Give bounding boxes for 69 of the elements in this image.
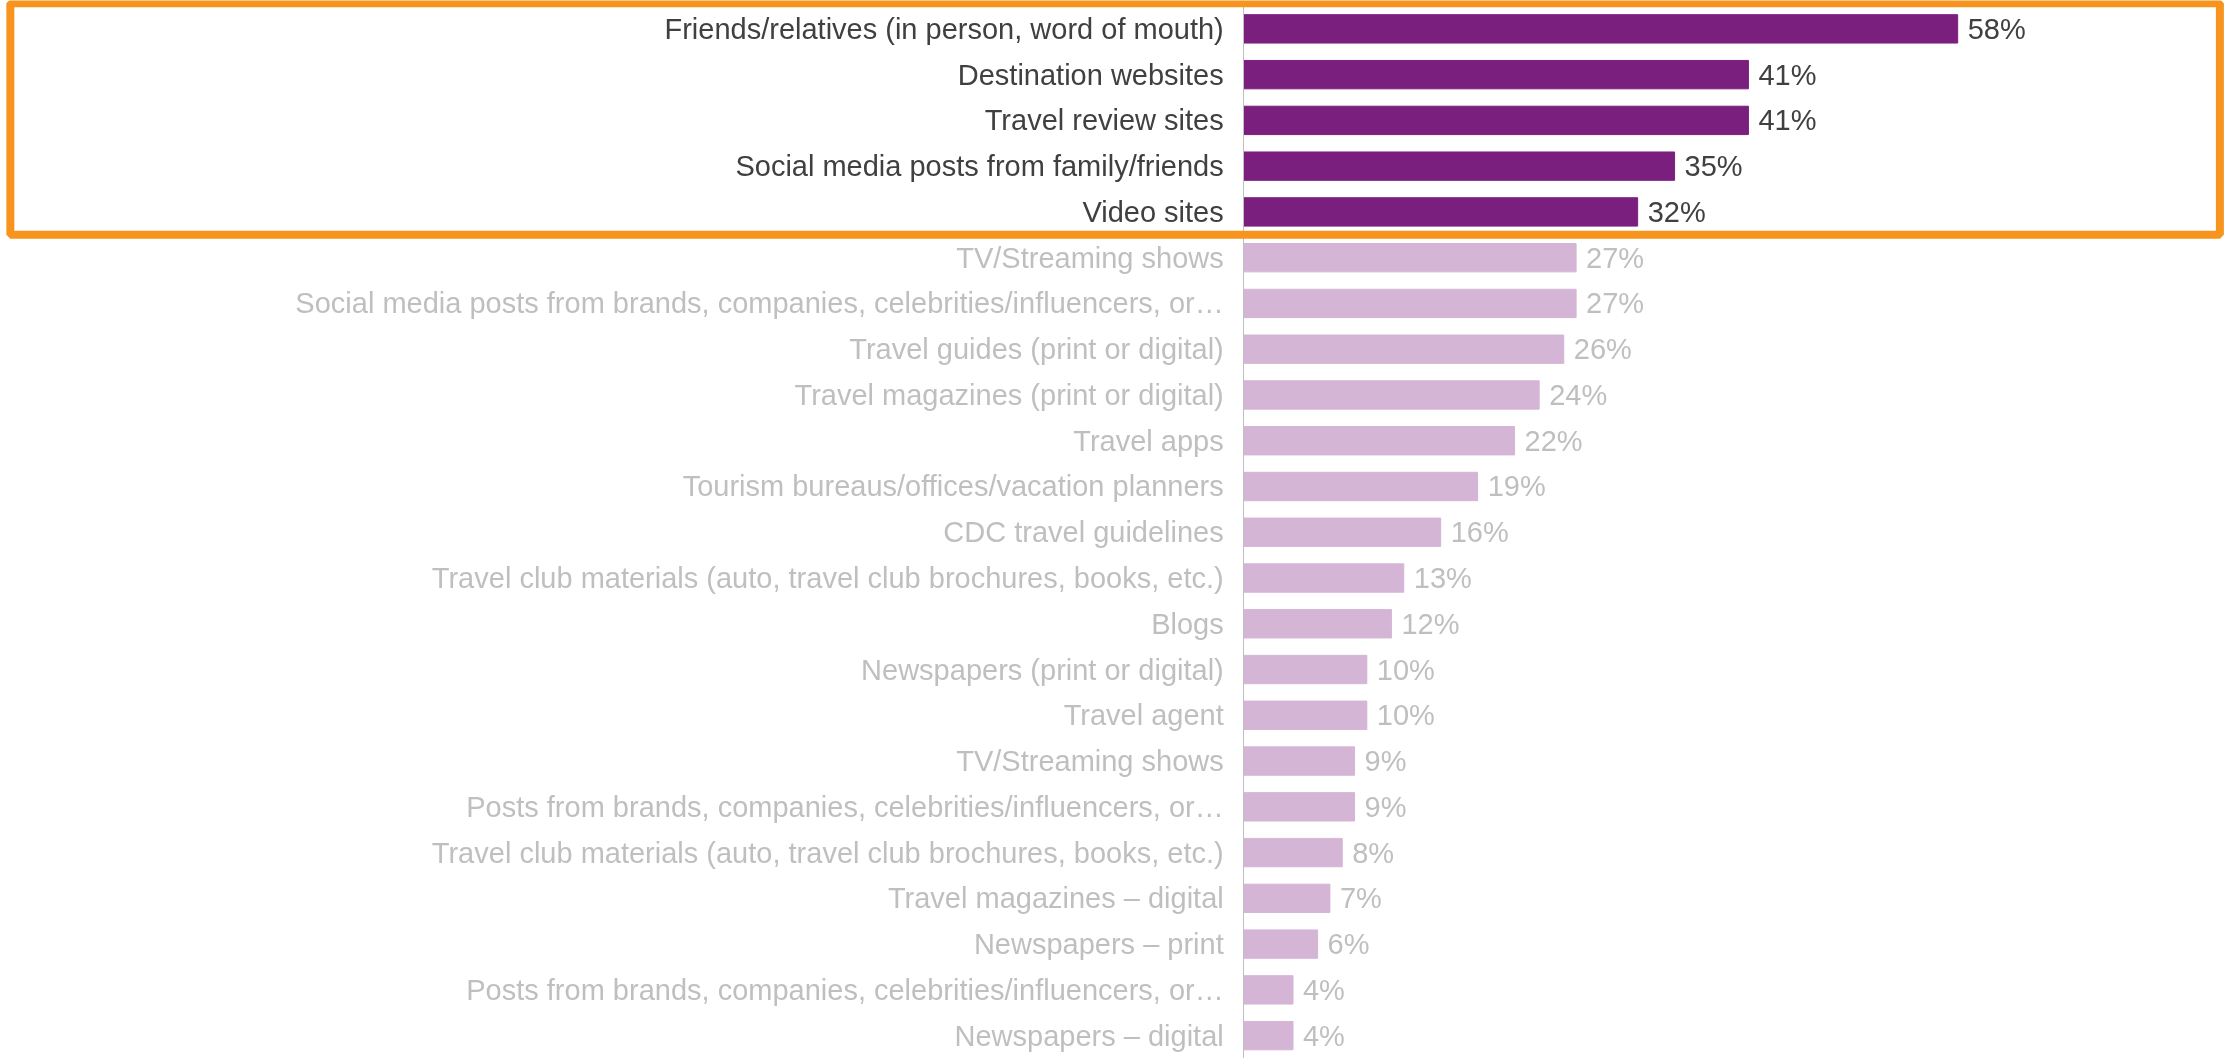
bar — [1243, 105, 1749, 136]
y-tick-label: Travel club materials (auto, travel club brochures, books, etc.) — [431, 562, 1224, 595]
data-label: 8% — [1352, 836, 1395, 869]
data-label: 27% — [1586, 287, 1645, 320]
y-tick-label: Travel guides (print or digital) — [849, 333, 1224, 366]
bar — [1243, 59, 1749, 90]
y-tick-label: Newspapers – print — [973, 928, 1224, 961]
y-tick-label: Travel review sites — [984, 104, 1224, 137]
bar — [1243, 1020, 1294, 1051]
data-label: 35% — [1684, 150, 1743, 183]
y-tick-label: Newspapers – digital — [954, 1019, 1224, 1052]
y-tick-label: Newspapers (print or digital) — [861, 653, 1224, 686]
data-label: 10% — [1376, 699, 1435, 732]
bar — [1243, 792, 1356, 822]
data-label: 26% — [1573, 333, 1632, 366]
bar — [1243, 609, 1392, 639]
y-tick-label: Posts from brands, companies, celebrities/influencers, or… — [466, 790, 1224, 823]
bar — [1243, 14, 1959, 44]
y-tick-label: Destination websites — [957, 58, 1224, 91]
y-tick-label: Social media posts from brands, companies, celebrities/influencers, or… — [295, 287, 1224, 320]
bar — [1243, 883, 1331, 914]
bar — [1243, 700, 1368, 730]
y-tick-label: Travel agent — [1063, 699, 1224, 732]
y-tick-label: Travel club materials (auto, travel club brochures, books, etc.) — [431, 836, 1224, 869]
bar — [1243, 654, 1368, 685]
y-tick-label: Travel magazines (print or digital) — [794, 378, 1224, 411]
y-tick-label: Friends/relatives (in person, word of mouth) — [664, 12, 1224, 45]
bar — [1243, 288, 1577, 319]
bar — [1243, 242, 1577, 273]
y-tick-label: Social media posts from family/friends — [735, 150, 1224, 183]
data-label: 12% — [1401, 607, 1460, 640]
y-tick-label: TV/Streaming shows — [956, 745, 1224, 778]
y-tick-label: Travel magazines – digital — [887, 882, 1224, 915]
y-tick-label: Blogs — [1151, 607, 1224, 640]
y-tick-label: CDC travel guidelines — [943, 516, 1224, 549]
data-label: 19% — [1487, 470, 1546, 503]
y-tick-label: TV/Streaming shows — [956, 241, 1224, 274]
bar — [1243, 837, 1343, 868]
data-label: 24% — [1549, 378, 1608, 411]
bar — [1243, 563, 1405, 593]
y-tick-label: Tourism bureaus/offices/vacation planners — [682, 470, 1224, 503]
bar — [1243, 197, 1639, 227]
bar — [1243, 334, 1565, 364]
data-label: 7% — [1339, 882, 1382, 915]
bar — [1243, 471, 1479, 502]
data-label: 41% — [1758, 104, 1817, 137]
data-label: 16% — [1450, 516, 1509, 549]
bar — [1243, 380, 1540, 410]
y-tick-label: Video sites — [1082, 195, 1224, 228]
data-label: 9% — [1364, 790, 1407, 823]
data-label: 4% — [1302, 973, 1345, 1006]
data-label: 27% — [1586, 241, 1645, 274]
data-label: 32% — [1647, 195, 1706, 228]
data-label: 22% — [1524, 424, 1583, 457]
data-label: 10% — [1376, 653, 1435, 686]
data-label: 4% — [1302, 1019, 1345, 1052]
bar — [1243, 151, 1676, 181]
bar — [1243, 426, 1516, 456]
bar — [1243, 975, 1294, 1005]
bar — [1243, 929, 1319, 959]
data-label: 6% — [1327, 928, 1370, 961]
data-label: 41% — [1758, 58, 1817, 91]
bar — [1243, 746, 1356, 776]
data-label: 13% — [1413, 562, 1472, 595]
data-label: 9% — [1364, 745, 1407, 778]
data-label: 58% — [1967, 12, 2026, 45]
y-tick-label: Travel apps — [1073, 424, 1224, 457]
bar — [1243, 517, 1442, 547]
y-tick-label: Posts from brands, companies, celebrities/influencers, or… — [466, 973, 1224, 1006]
